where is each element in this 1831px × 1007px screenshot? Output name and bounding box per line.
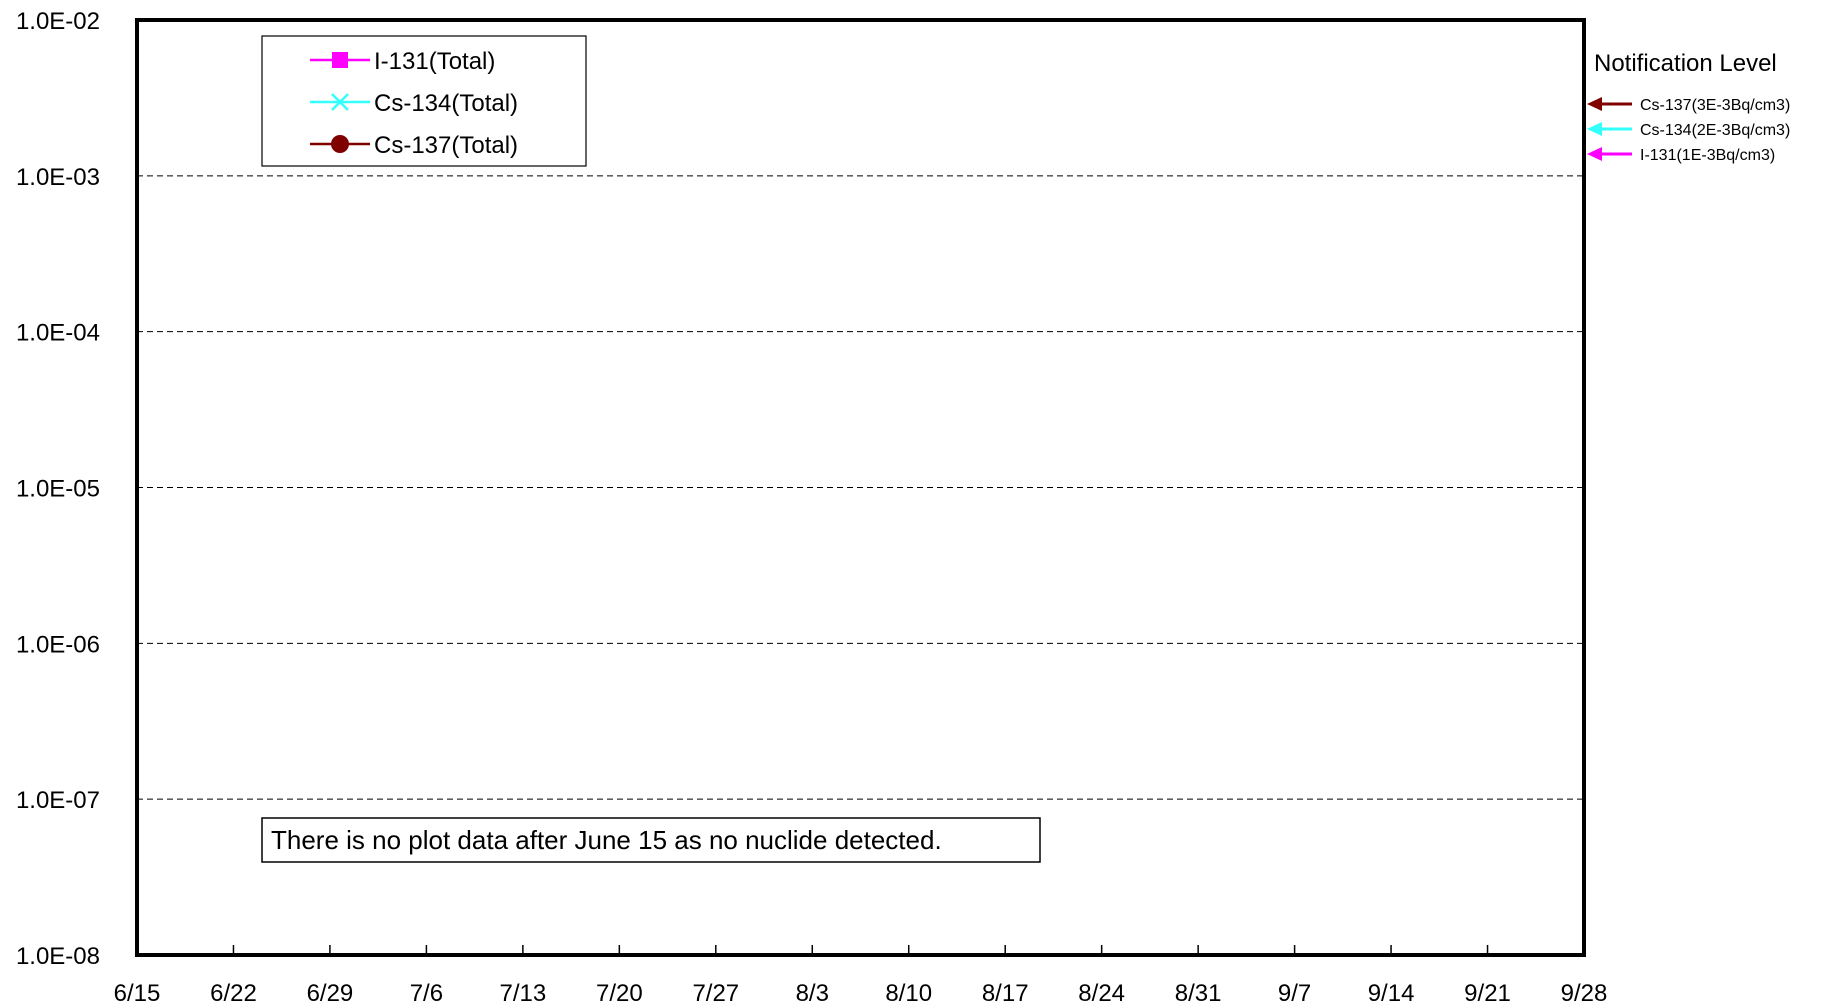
y-tick-label: 1.0E-04	[16, 320, 100, 347]
y-tick-label: 1.0E-06	[16, 631, 100, 658]
notification-level-item: I-131(1E-3Bq/cm3)	[1587, 147, 1775, 164]
note-box	[261, 817, 1041, 863]
x-tick-label: 7/27	[692, 980, 739, 1007]
x-tick-label: 7/20	[596, 980, 643, 1007]
x-tick-label: 6/29	[307, 980, 354, 1007]
notification-level-label: Cs-134(2E-3Bq/cm3)	[1640, 122, 1790, 139]
legend-marker-circle	[331, 135, 349, 153]
notification-level-item: Cs-137(3E-3Bq/cm3)	[1587, 97, 1790, 114]
legend-marker-square	[332, 52, 348, 68]
y-tick-label: 1.0E-03	[16, 164, 100, 191]
x-tick-label: 9/7	[1278, 980, 1311, 1007]
x-tick-label: 8/24	[1078, 980, 1125, 1007]
legend-marker-x	[331, 93, 349, 111]
legend: I-131(Total) Cs-134(Total) Cs-137(Total)	[261, 35, 587, 167]
no-data-note: There is no plot data after June 15 as n…	[261, 817, 1041, 863]
legend-entry: I-131(Total)	[310, 48, 495, 75]
x-tick-label: 9/14	[1368, 980, 1415, 1007]
notification-level-item: Cs-134(2E-3Bq/cm3)	[1587, 122, 1790, 139]
legend-label: I-131(Total)	[374, 48, 495, 75]
y-tick-label: 1.0E-07	[16, 787, 100, 814]
legend-label: Cs-134(Total)	[374, 90, 518, 117]
x-tick-label: 6/22	[210, 980, 257, 1007]
gridlines	[137, 175, 1584, 800]
notification-level-panel: Notification Level Cs-137(3E-3Bq/cm3) Cs-…	[1587, 50, 1790, 164]
notification-level-label: I-131(1E-3Bq/cm3)	[1640, 147, 1775, 164]
x-axis-ticks: 6/15 6/22 6/29 7/6 7/13 7/20 7/27 8/3 8/10 8/17 8/…	[114, 945, 1608, 1007]
x-tick-label: 8/31	[1175, 980, 1222, 1007]
legend-entry: Cs-134(Total)	[310, 90, 518, 117]
x-tick-label: 9/28	[1561, 980, 1608, 1007]
legend-label: Cs-137(Total)	[374, 132, 518, 159]
x-tick-label: 6/15	[114, 980, 161, 1007]
y-axis-tick-labels: 1.0E-02 1.0E-03 1.0E-04 1.0E-05 1.0E-06 1.0E-…	[16, 8, 100, 970]
y-tick-label: 1.0E-05	[16, 476, 100, 503]
notification-arrow-head	[1587, 97, 1602, 111]
x-tick-label: 7/13	[500, 980, 547, 1007]
note-text: There is no plot data after June 15 as n…	[271, 825, 942, 855]
x-tick-label: 8/17	[982, 980, 1029, 1007]
notification-arrow-head	[1587, 147, 1602, 161]
plot-area-frame	[135, 18, 1586, 957]
notification-level-title: Notification Level	[1594, 50, 1777, 77]
notification-level-label: Cs-137(3E-3Bq/cm3)	[1640, 97, 1790, 114]
x-tick-label: 9/21	[1464, 980, 1511, 1007]
y-tick-label: 1.0E-02	[16, 8, 100, 35]
x-tick-label: 7/6	[410, 980, 443, 1007]
x-tick-label: 8/3	[796, 980, 829, 1007]
legend-entry: Cs-137(Total)	[310, 132, 518, 159]
y-tick-label: 1.0E-08	[16, 943, 100, 970]
x-tick-label: 8/10	[885, 980, 932, 1007]
notification-arrow-head	[1587, 122, 1602, 136]
